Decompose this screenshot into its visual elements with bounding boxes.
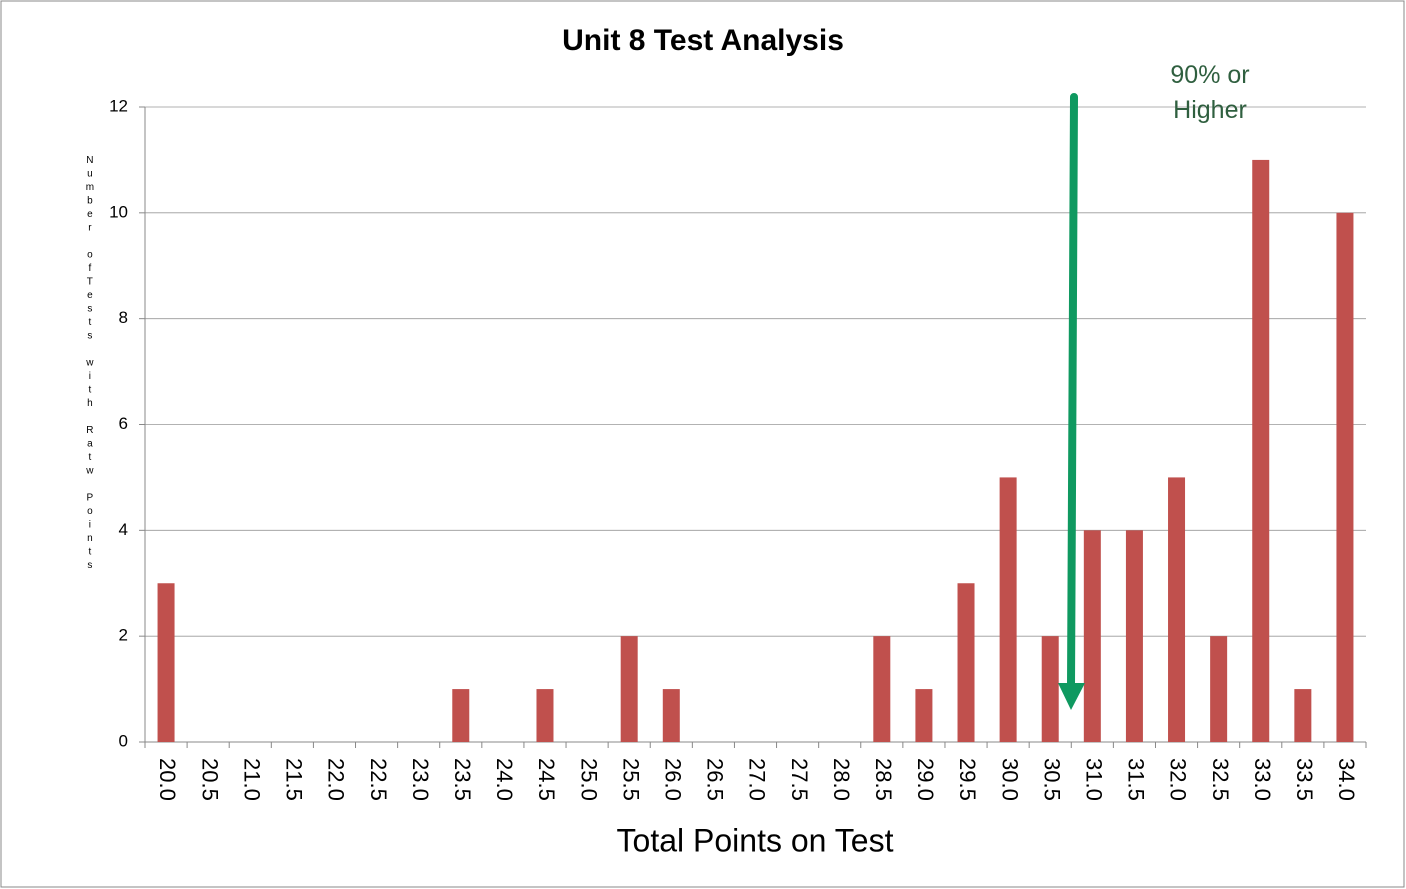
x-tick-label: 33.5: [1292, 758, 1317, 801]
annotation: 90% or Higher: [1170, 61, 1250, 124]
bar: [999, 477, 1017, 742]
bar: [873, 636, 891, 742]
x-tick-label: 24.0: [492, 758, 517, 801]
bar: [1125, 530, 1143, 742]
y-tick-label: 0: [119, 731, 128, 750]
x-tick-label: 31.0: [1082, 758, 1107, 801]
x-tick-label: 34.0: [1334, 758, 1359, 801]
arrow: [1058, 93, 1085, 710]
y-axis-title: Number ofTests with Ratw Points: [84, 155, 95, 574]
x-tick-label: 29.5: [955, 758, 980, 801]
bar: [1041, 636, 1059, 742]
bar: [662, 689, 680, 742]
x-tick-label: 20.0: [155, 758, 180, 801]
bar: [957, 583, 975, 742]
bar: [452, 689, 470, 742]
y-tick-label: 2: [119, 626, 128, 645]
bar: [1210, 636, 1228, 742]
x-tick-label: 33.0: [1250, 758, 1275, 801]
x-tick-label: 23.5: [450, 758, 475, 801]
x-axis-title: Total Points on Test: [617, 822, 894, 858]
bar: [1083, 530, 1101, 742]
x-tick-label: 22.5: [366, 758, 391, 801]
y-tick-label: 6: [119, 414, 128, 433]
x-tick-label: 21.0: [239, 758, 264, 801]
x-tick-label: 27.0: [745, 758, 770, 801]
x-tick-label: 32.0: [1166, 758, 1191, 801]
y-tick-label: 12: [109, 96, 128, 115]
x-tick-label: 30.0: [997, 758, 1022, 801]
bar: [1336, 212, 1354, 743]
x-tick-label: 25.0: [576, 758, 601, 801]
x-tick-label: 26.5: [703, 758, 728, 801]
x-tick-label: 26.0: [660, 758, 685, 801]
x-tick-label: 32.5: [1208, 758, 1233, 801]
bar: [157, 583, 175, 742]
chart-title: Unit 8 Test Analysis: [562, 24, 844, 57]
y-tick-label: 8: [119, 308, 128, 327]
x-tick-label: 22.0: [324, 758, 349, 801]
bar: [1294, 689, 1312, 742]
x-tick-label: 25.5: [618, 758, 643, 801]
x-tick-label: 23.0: [408, 758, 433, 801]
y-tick-label: 4: [119, 520, 128, 539]
x-tick-label: 30.5: [1039, 758, 1064, 801]
x-tick-label: 28.5: [871, 758, 896, 801]
bar: [620, 636, 638, 742]
x-tick-label: 28.0: [829, 758, 854, 801]
x-tick-label: 24.5: [534, 758, 559, 801]
bar: [1252, 159, 1270, 742]
y-tick-label: 10: [109, 202, 128, 221]
bar: [915, 689, 933, 742]
bar: [1168, 477, 1186, 742]
x-tick-label: 21.5: [282, 758, 307, 801]
x-tick-label: 27.5: [787, 758, 812, 801]
x-tick-label: 31.5: [1124, 758, 1149, 801]
x-tick-label: 20.5: [197, 758, 222, 801]
x-tick-label: 29.0: [913, 758, 938, 801]
bar: [536, 689, 554, 742]
